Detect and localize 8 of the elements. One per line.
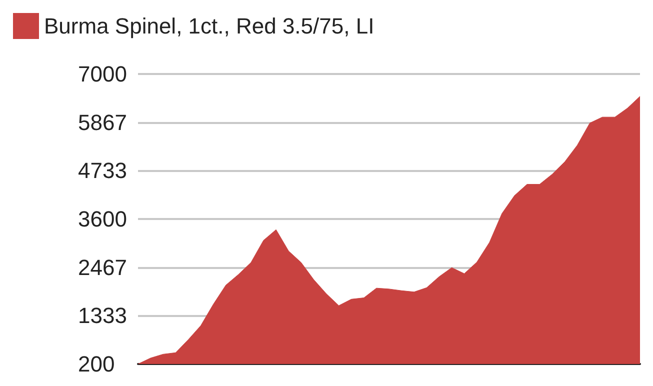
- y-tick-label: 5867: [78, 110, 127, 135]
- y-tick-label: 4733: [78, 158, 127, 184]
- legend-label: Burma Spinel, 1ct., Red 3.5/75, LI: [44, 14, 374, 38]
- y-tick-label: 2467: [78, 254, 127, 280]
- y-tick-label: 200: [78, 352, 115, 376]
- y-tick-label: 3600: [78, 206, 127, 232]
- y-tick-label: 1333: [78, 303, 127, 328]
- y-tick-label: 7000: [78, 62, 127, 86]
